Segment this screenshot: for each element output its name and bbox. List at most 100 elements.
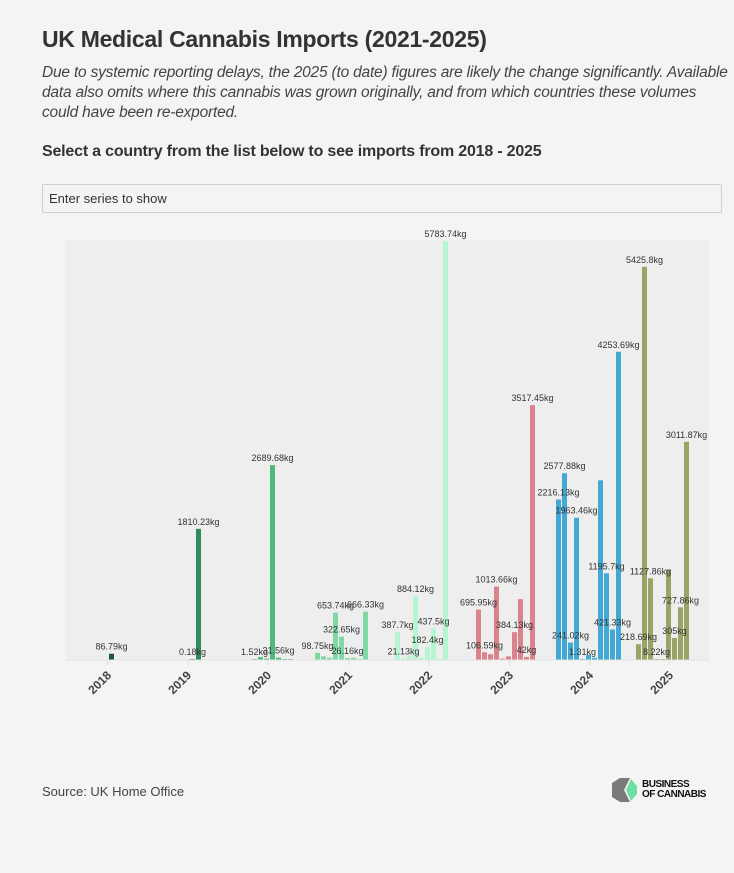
data-label: 727.86kg (662, 595, 699, 605)
bar-2023-6[interactable] (512, 632, 517, 660)
data-label: 322.65kg (323, 625, 360, 635)
bar-2020-4[interactable] (276, 657, 281, 660)
data-label: 31.56kg (262, 646, 294, 656)
data-label: 21.13kg (387, 646, 419, 656)
bar-2022-0[interactable] (395, 631, 400, 660)
bar-2025-1[interactable] (642, 266, 647, 660)
series-filter-input[interactable] (42, 184, 722, 213)
bar-2023-3[interactable] (494, 586, 499, 660)
bar-2021-3[interactable] (333, 612, 338, 660)
bar-2023-9[interactable] (530, 405, 535, 660)
data-label: 1963.46kg (555, 506, 597, 516)
data-label: 5425.8kg (626, 255, 663, 265)
page-title: UK Medical Cannabis Imports (2021-2025) (42, 26, 487, 52)
bar-2022-2[interactable] (407, 655, 412, 660)
bar-2022-8[interactable] (443, 240, 448, 660)
bar-2022-6[interactable] (431, 628, 436, 660)
business-of-cannabis-logo: Business of Cannabis (610, 777, 706, 803)
bar-2022-5[interactable] (425, 646, 430, 660)
plot-area (66, 240, 709, 660)
data-label: 86.79kg (95, 642, 127, 652)
bar-2023-0[interactable] (476, 609, 481, 660)
bar-2024-0[interactable] (556, 499, 561, 660)
bar-2023-5[interactable] (506, 656, 511, 660)
bar-2024-10[interactable] (616, 351, 621, 660)
logo-line-2: of Cannabis (642, 789, 706, 800)
bar-2022-4[interactable] (419, 657, 424, 660)
bar-2020-3[interactable] (270, 465, 275, 660)
bar-2021-8[interactable] (363, 611, 368, 660)
bar-2024-3[interactable] (574, 517, 579, 660)
data-label: 2216.13kg (537, 487, 579, 497)
x-tick-label-2023: 2023 (487, 668, 516, 697)
logo-wordmark: Business of Cannabis (642, 780, 706, 800)
bar-2024-1[interactable] (562, 473, 567, 660)
data-label: 1.31kg (569, 647, 596, 657)
bar-2021-5[interactable] (345, 658, 350, 660)
bar-2025-6[interactable] (672, 637, 677, 660)
bar-2021-6[interactable] (351, 657, 356, 660)
bar-2023-8[interactable] (524, 656, 529, 660)
bar-2024-2[interactable] (568, 642, 573, 660)
x-tick-label-2019: 2019 (165, 668, 194, 697)
bar-chart: 86.79kg 0.18kg 1810.23kg 1.52kg 2689.68kg 31.… (66, 230, 709, 697)
bar-2022-1[interactable] (401, 658, 406, 660)
bar-2023-7[interactable] (518, 599, 523, 660)
bar-2023-1[interactable] (482, 652, 487, 660)
data-label: 305kg (662, 626, 687, 636)
bar-2021-0[interactable] (315, 652, 320, 660)
bar-2021-2[interactable] (327, 657, 332, 660)
data-label: 437.5kg (417, 616, 449, 626)
data-label: 0.18kg (179, 647, 206, 657)
x-tick-label-2018: 2018 (85, 668, 114, 697)
data-label: 2577.88kg (543, 461, 585, 471)
bar-2025-8[interactable] (684, 441, 689, 660)
data-label: 1810.23kg (177, 517, 219, 527)
bar-2025-2[interactable] (648, 578, 653, 660)
bar-2025-5[interactable] (666, 569, 671, 660)
bar-2018-0[interactable] (109, 653, 114, 660)
data-label: 8.22kg (643, 647, 670, 657)
data-label: 4253.69kg (597, 340, 639, 350)
data-label: 218.69kg (620, 632, 657, 642)
data-label: 106.59kg (466, 640, 503, 650)
bar-2024-6[interactable] (592, 657, 597, 660)
data-label: 3517.45kg (511, 393, 553, 403)
data-label: 2689.68kg (251, 453, 293, 463)
data-label: 5783.74kg (424, 230, 466, 239)
data-label: 653.74kg (317, 601, 354, 611)
bar-2021-4[interactable] (339, 636, 344, 660)
bar-2025-7[interactable] (678, 607, 683, 660)
data-label: 1013.66kg (475, 575, 517, 585)
bar-2024-8[interactable] (604, 573, 609, 660)
bar-2025-0[interactable] (636, 644, 641, 660)
data-label: 695.95kg (460, 598, 497, 608)
country-select-instruction: Select a country from the list below to … (42, 143, 542, 160)
bar-2024-9[interactable] (610, 629, 615, 660)
page-subtitle: Due to systemic reporting delays, the 20… (42, 64, 728, 121)
x-axis-ticks: 2018 2019 2020 2021 2022 2023 2024 2025 (85, 660, 676, 697)
x-tick-label-2024: 2024 (567, 668, 596, 697)
logo-mark-icon (612, 778, 637, 802)
data-label: 42kg (517, 645, 537, 655)
bar-2023-4[interactable] (500, 658, 505, 660)
data-label: 384.13kg (496, 620, 533, 630)
bar-2024-7[interactable] (598, 480, 603, 660)
data-label: 1.52kg (241, 647, 268, 657)
bar-2022-3[interactable] (413, 595, 418, 660)
data-label: 241.02kg (552, 631, 589, 641)
data-label: 1195.7kg (588, 561, 624, 571)
x-tick-label-2020: 2020 (245, 668, 274, 697)
bar-2022-7[interactable] (437, 658, 442, 660)
logo-line-1: Business (642, 779, 690, 790)
bar-2021-1[interactable] (321, 656, 326, 660)
bar-2020-2[interactable] (264, 658, 269, 660)
x-tick-label-2025: 2025 (647, 668, 676, 697)
bar-2020-1[interactable] (258, 657, 263, 660)
bar-2019-1[interactable] (196, 528, 201, 660)
bar-2023-2[interactable] (488, 654, 493, 660)
data-label: 182.4kg (411, 635, 443, 645)
bar-2024-5[interactable] (586, 654, 591, 660)
data-label: 666.33kg (347, 600, 384, 610)
data-label: 98.75kg (301, 641, 333, 651)
